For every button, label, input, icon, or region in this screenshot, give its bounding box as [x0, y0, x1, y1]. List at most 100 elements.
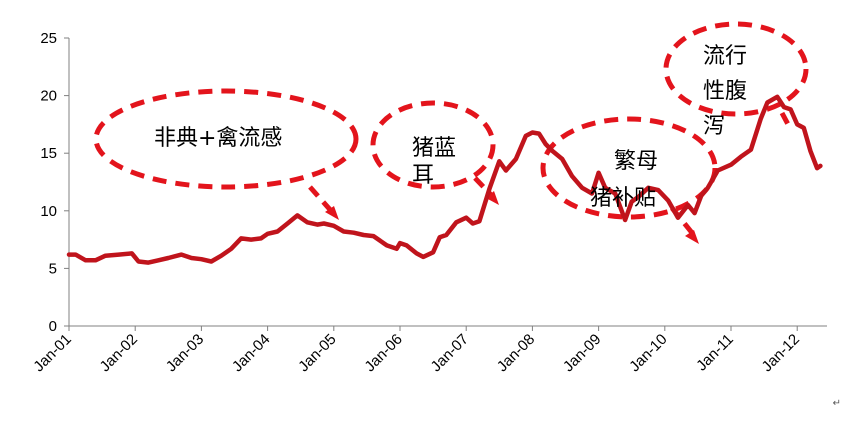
- y-tick-label: 0: [49, 318, 57, 335]
- data-point: [631, 201, 633, 203]
- annotation-label-subsidy-line1: 繁母: [614, 149, 658, 174]
- data-point: [260, 237, 262, 239]
- data-point: [68, 254, 70, 256]
- annotation-arrowhead-sars: [325, 206, 339, 220]
- y-tick-label: 10: [40, 203, 57, 220]
- annotation-arrow-ped: [779, 111, 794, 132]
- x-tick-label: Jan-05: [295, 331, 339, 375]
- data-point: [131, 252, 133, 254]
- data-point: [306, 221, 308, 223]
- data-point: [551, 150, 553, 152]
- data-point: [147, 262, 149, 264]
- data-point: [488, 188, 490, 190]
- x-tick-label: Jan-12: [759, 331, 803, 375]
- data-point: [287, 223, 288, 224]
- x-tick-label: Jan-09: [560, 331, 604, 375]
- data-point: [439, 236, 441, 238]
- data-point: [333, 225, 335, 227]
- data-point: [803, 127, 805, 129]
- data-point: [250, 239, 252, 241]
- series-layer: [66, 94, 823, 265]
- paragraph-mark: ↵: [832, 398, 841, 409]
- data-point: [157, 259, 159, 261]
- annotation-texts: 非典+禽流感 猪蓝 耳 繁母 猪补贴 流行 性腹 泻: [154, 44, 747, 211]
- data-point: [809, 150, 811, 152]
- data-point: [624, 219, 626, 221]
- data-point: [75, 254, 77, 256]
- data-point: [191, 257, 192, 259]
- data-point: [766, 102, 768, 103]
- data-point: [531, 132, 533, 133]
- data-point: [478, 220, 480, 222]
- data-point: [138, 261, 139, 262]
- data-point: [455, 221, 457, 223]
- data-point: [614, 193, 616, 194]
- data-point: [760, 118, 762, 120]
- data-point: [210, 261, 212, 262]
- data-point: [677, 217, 679, 219]
- data-point: [200, 258, 202, 260]
- data-point: [343, 231, 345, 232]
- data-point: [647, 187, 649, 189]
- annotation-label-prrs-line1: 猪蓝: [412, 136, 456, 161]
- x-tick-label: Jan-04: [229, 331, 273, 375]
- annotation-arrow-sars: [308, 185, 335, 215]
- data-point: [783, 106, 785, 108]
- data-point: [790, 108, 792, 110]
- data-point: [104, 255, 106, 257]
- data-point: [796, 123, 798, 125]
- annotation-label-prrs-line2: 耳: [412, 163, 434, 188]
- data-point: [581, 187, 583, 189]
- x-tick-label: Jan-01: [30, 331, 74, 375]
- data-point: [498, 160, 500, 162]
- data-point: [700, 195, 702, 197]
- data-point: [750, 149, 752, 151]
- data-point: [422, 256, 424, 258]
- data-point: [667, 199, 669, 201]
- data-point: [267, 233, 269, 235]
- data-point: [515, 158, 517, 160]
- data-point: [776, 96, 778, 98]
- annotation-ellipse-ped: [663, 21, 809, 117]
- annotation-ellipse-prrs: [370, 100, 496, 190]
- data-point: [181, 254, 182, 256]
- data-point: [571, 175, 573, 177]
- x-tick-label: Jan-08: [494, 331, 538, 375]
- data-point: [816, 167, 818, 169]
- data-point: [604, 187, 606, 189]
- data-point: [707, 187, 709, 189]
- data-point: [432, 251, 434, 253]
- data-point: [505, 170, 507, 171]
- data-point: [465, 217, 467, 219]
- data-point: [657, 189, 659, 191]
- data-point: [545, 143, 547, 145]
- data-point: [406, 244, 408, 246]
- data-point: [717, 170, 719, 171]
- data-point: [637, 196, 639, 198]
- annotation-arrowhead-prrs: [486, 191, 499, 205]
- data-point: [819, 165, 821, 167]
- x-tick-label: Jan-02: [97, 331, 141, 375]
- data-point: [740, 156, 742, 158]
- annotation-label-ped-line3: 泻: [703, 114, 725, 139]
- data-point: [296, 214, 298, 216]
- annotation-label-ped-line1: 流行: [703, 44, 747, 69]
- x-tick-label: Jan-03: [163, 331, 207, 375]
- y-tick-label: 25: [40, 30, 57, 47]
- data-point: [396, 248, 398, 250]
- data-point: [220, 255, 222, 257]
- data-point: [525, 135, 527, 137]
- data-point: [363, 234, 365, 236]
- data-point: [230, 248, 232, 250]
- data-point: [118, 254, 120, 256]
- annotation-ellipse-subsidy: [540, 116, 718, 220]
- annotation-label-sars: 非典+禽流感: [154, 126, 282, 151]
- x-tick-label: Jan-10: [626, 331, 670, 375]
- data-point: [399, 242, 401, 244]
- data-point: [472, 223, 474, 224]
- data-point: [561, 158, 563, 160]
- data-point: [730, 164, 732, 166]
- data-point: [373, 235, 374, 237]
- annotation-label-subsidy-line2: 猪补贴: [590, 186, 656, 211]
